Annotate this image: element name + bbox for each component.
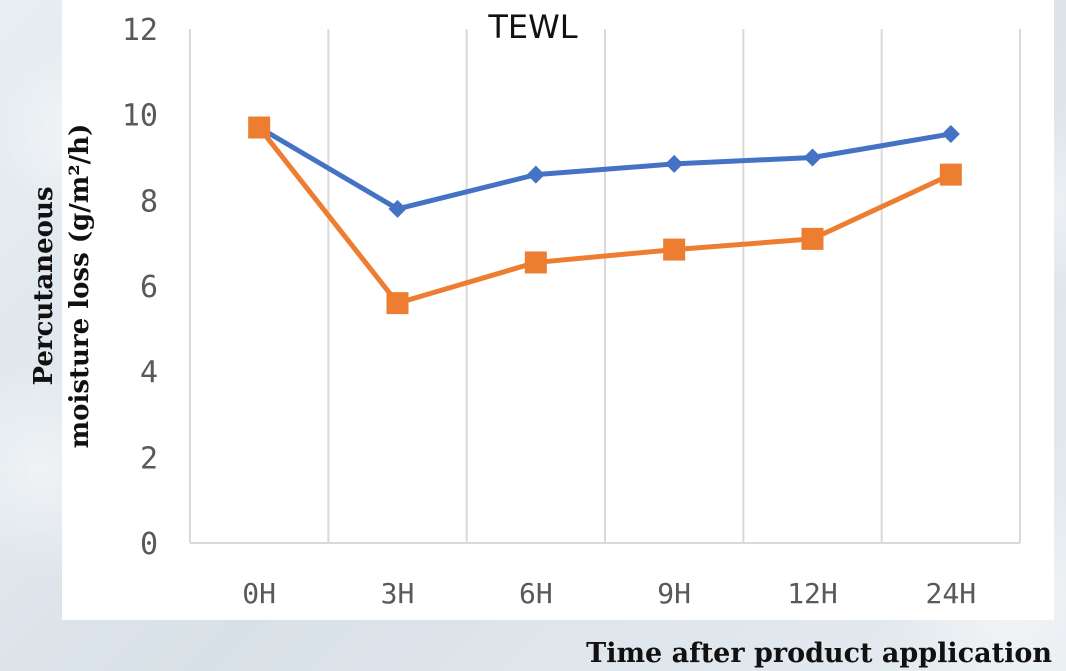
series-1-point bbox=[388, 199, 407, 218]
series-1-point bbox=[803, 148, 822, 167]
series-1-point bbox=[941, 124, 960, 143]
series-2-line bbox=[256, 125, 954, 306]
series-1-point bbox=[526, 165, 545, 184]
series-2-point bbox=[524, 251, 547, 274]
x-tick-label: 0H bbox=[242, 577, 276, 610]
series-2-point bbox=[663, 238, 686, 261]
x-tick-label: 24H bbox=[926, 577, 977, 610]
series-2-point bbox=[248, 116, 271, 139]
y-tick-label: 12 bbox=[122, 13, 158, 48]
series-1-line bbox=[256, 125, 954, 212]
y-tick-label: 4 bbox=[140, 356, 158, 391]
x-axis-label: Time after product application bbox=[586, 638, 1052, 669]
plot-area-background bbox=[62, 0, 1054, 620]
y-axis-label-line-1: Percutaneous bbox=[29, 186, 59, 386]
series-1-point bbox=[665, 154, 684, 173]
series-2-point bbox=[939, 163, 962, 186]
series-2-point bbox=[801, 227, 824, 250]
chart-title: TEWL bbox=[488, 8, 578, 46]
x-tick-label: 9H bbox=[657, 577, 691, 610]
y-tick-label: 0 bbox=[140, 527, 158, 562]
y-tick-label: 10 bbox=[122, 99, 158, 134]
x-tick-label: 12H bbox=[787, 577, 838, 610]
y-tick-label: 2 bbox=[140, 441, 158, 476]
y-tick-label: 8 bbox=[140, 184, 158, 219]
series-2-point bbox=[386, 292, 409, 315]
y-tick-label: 6 bbox=[140, 270, 158, 305]
y-axis-label-line-2: moisture loss (g/m²/h) bbox=[65, 123, 95, 449]
x-tick-label: 6H bbox=[519, 577, 553, 610]
x-tick-label: 3H bbox=[381, 577, 415, 610]
y-axis-label: Percutaneous moisture loss (g/m²/h) bbox=[26, 6, 98, 566]
